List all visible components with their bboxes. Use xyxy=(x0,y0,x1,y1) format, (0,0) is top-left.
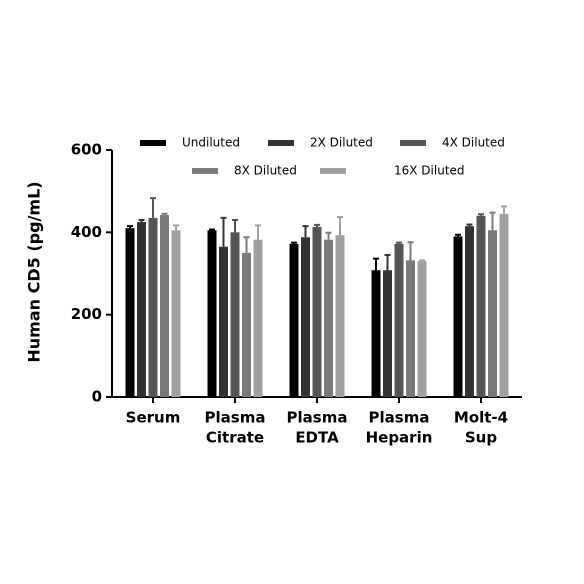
bar xyxy=(253,239,263,397)
error-bar xyxy=(314,223,320,227)
error-bar xyxy=(291,241,297,244)
x-tick-label: Sup xyxy=(465,429,497,447)
error-bar xyxy=(161,212,168,216)
y-tick-label: 200 xyxy=(71,305,102,323)
legend-swatch xyxy=(400,140,426,146)
error-bar xyxy=(209,228,215,231)
bar xyxy=(453,236,463,397)
bar xyxy=(137,222,146,397)
bar xyxy=(289,243,299,397)
error-bar xyxy=(138,218,145,223)
bar xyxy=(406,260,415,397)
bar xyxy=(417,261,427,397)
legend-swatch xyxy=(320,168,346,174)
bar xyxy=(465,226,474,397)
bar xyxy=(125,228,135,397)
x-tick-label: Plasma xyxy=(369,409,430,427)
y-tick-label: 0 xyxy=(92,388,102,406)
error-bar xyxy=(455,233,461,237)
legend-swatch xyxy=(192,168,218,174)
x-tick-label: Citrate xyxy=(206,429,264,447)
bar xyxy=(242,252,251,397)
error-bar xyxy=(325,231,332,240)
bar xyxy=(335,235,345,397)
error-bar xyxy=(419,259,425,262)
legend-label: 16X Diluted xyxy=(394,164,465,178)
error-bar xyxy=(232,218,238,233)
bar xyxy=(301,237,310,397)
bar xyxy=(476,215,486,397)
y-tick-label: 600 xyxy=(71,141,102,159)
bar xyxy=(371,270,381,397)
bar xyxy=(148,217,158,397)
x-tick-label: Plasma xyxy=(205,409,266,427)
error-bar xyxy=(489,211,496,231)
bar xyxy=(312,226,322,397)
error-bar xyxy=(302,225,309,238)
bar xyxy=(207,230,217,397)
error-bar xyxy=(407,241,414,261)
error-bar xyxy=(220,216,227,247)
bar xyxy=(324,239,333,397)
bar xyxy=(488,230,497,397)
error-bar xyxy=(255,224,261,240)
bar xyxy=(219,246,228,397)
error-bar xyxy=(384,253,391,271)
error-bar xyxy=(173,224,179,231)
y-tick-label: 400 xyxy=(71,223,102,241)
legend-label: 4X Diluted xyxy=(442,136,505,150)
error-bar xyxy=(396,241,402,244)
bar xyxy=(394,243,404,397)
legend-swatch xyxy=(140,140,166,146)
legend-label: 2X Diluted xyxy=(310,136,373,150)
bar xyxy=(160,215,169,397)
bar xyxy=(499,213,509,397)
bar xyxy=(383,270,392,397)
bar xyxy=(171,230,181,397)
error-bar xyxy=(337,216,343,236)
y-axis-label: Human CD5 (pg/mL) xyxy=(25,181,44,362)
error-bar xyxy=(373,257,379,271)
legend-label: Undiluted xyxy=(182,136,240,150)
x-tick-label: Molt-4 xyxy=(454,409,508,427)
error-bar xyxy=(478,213,484,216)
error-bar xyxy=(127,225,133,229)
error-bar xyxy=(466,223,473,227)
x-tick-label: Serum xyxy=(126,409,181,427)
error-bar xyxy=(150,197,156,218)
x-tick-label: Heparin xyxy=(366,429,433,447)
x-tick-label: Plasma xyxy=(287,409,348,427)
error-bar xyxy=(501,205,507,214)
error-bar xyxy=(243,236,250,253)
legend-swatch xyxy=(268,140,294,146)
legend-label: 8X Diluted xyxy=(234,164,297,178)
x-tick-label: EDTA xyxy=(295,429,339,447)
bar xyxy=(230,232,240,397)
